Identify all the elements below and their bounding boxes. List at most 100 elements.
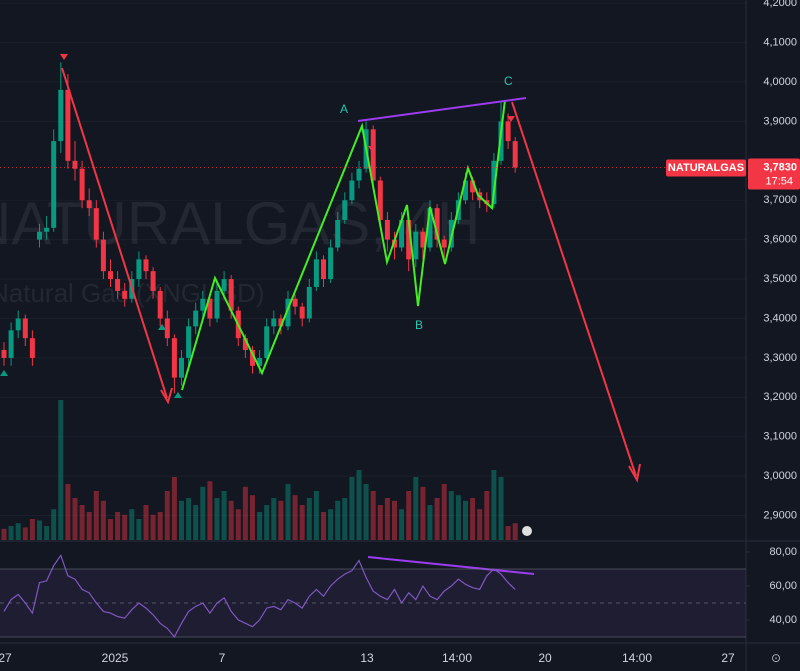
candle-body	[328, 247, 334, 280]
grid	[0, 2, 746, 517]
volume-bar	[157, 512, 163, 540]
volume-bar	[228, 500, 234, 540]
candle-body	[37, 231, 42, 240]
countdown-label: 17:54	[765, 175, 793, 187]
candle-body	[22, 318, 28, 339]
y-tick-label: 3,6000	[763, 234, 797, 246]
rsi-tick-label: 80,00	[769, 546, 797, 558]
trend-arrow	[61, 67, 168, 399]
x-tick-label: 14:00	[622, 651, 652, 665]
symbol-label-box	[666, 159, 746, 177]
candle-body	[186, 326, 192, 358]
candle-body	[150, 271, 156, 291]
volume-bar	[349, 477, 355, 540]
arrow-head	[628, 463, 641, 483]
volume-bar	[186, 498, 192, 540]
volume-bar	[122, 514, 128, 540]
volume-bar	[484, 491, 490, 540]
y-tick-label: 3,1000	[763, 431, 797, 443]
divergence-line	[357, 97, 527, 122]
volume-bar	[278, 500, 284, 540]
volume-bar	[257, 512, 263, 540]
volume-bar	[115, 512, 121, 540]
candle-body	[29, 338, 35, 358]
rsi-divergence-line	[367, 556, 535, 575]
volume-bar	[235, 509, 241, 540]
drawings	[0, 54, 641, 575]
volume-bar	[1, 528, 7, 540]
volume-bar	[51, 509, 57, 540]
candle-body	[470, 180, 476, 193]
volume-bar	[463, 500, 468, 540]
volume-bar	[129, 509, 135, 540]
candle-body	[505, 121, 511, 142]
volume-bar	[285, 484, 291, 540]
candle-body	[434, 208, 440, 240]
candle-body	[299, 306, 305, 319]
signal-marker	[0, 370, 8, 376]
candle-body	[242, 338, 248, 351]
volume-bar	[455, 495, 461, 540]
volume-bar	[58, 400, 64, 540]
volume-bar	[271, 498, 277, 540]
volume-bar	[441, 484, 447, 540]
volume-bar	[207, 481, 213, 540]
wave-line	[181, 99, 506, 391]
event-icon[interactable]	[522, 526, 532, 536]
candle-body	[8, 330, 14, 358]
candle-body	[278, 318, 284, 327]
candle-body	[335, 219, 341, 248]
candle-body	[250, 350, 255, 366]
rsi-layer	[0, 554, 746, 638]
x-tick-label: 20	[538, 651, 552, 665]
candle-body	[214, 290, 220, 319]
candle-body	[115, 279, 121, 291]
y-tick-label: 2,9000	[763, 509, 797, 521]
volume-bar	[242, 486, 248, 540]
signal-marker	[368, 146, 376, 152]
candle-body	[406, 219, 412, 260]
volume-bar	[406, 491, 412, 540]
volume-bar	[108, 519, 113, 540]
rsi-line	[3, 554, 516, 638]
y-tick-label: 3,9000	[763, 115, 797, 127]
x-tick-label: 14:00	[442, 651, 472, 665]
volume-bar	[321, 512, 326, 540]
volume-bar	[15, 523, 21, 540]
rsi-band	[0, 568, 746, 637]
volume-bar	[22, 527, 28, 540]
x-tick-label: 2025	[102, 651, 129, 665]
volume-bar	[384, 498, 390, 540]
candle-body	[86, 200, 92, 209]
y-tick-label: 3,7000	[763, 194, 797, 206]
candle-body	[143, 259, 149, 272]
candle-body	[136, 259, 142, 280]
candle-body	[200, 298, 206, 311]
candle-body	[285, 298, 291, 327]
settings-icon[interactable]: ⊙	[771, 651, 781, 665]
volume-bar	[264, 505, 270, 540]
wave-label: C	[504, 74, 513, 88]
volume-bar	[498, 477, 504, 540]
rsi-tick-label: 60,00	[769, 580, 797, 592]
candle-body	[228, 279, 234, 311]
volume-bar	[313, 491, 319, 540]
candle-body	[44, 227, 50, 232]
candle-body	[100, 239, 106, 272]
y-tick-label: 3,2000	[763, 391, 797, 403]
signal-marker	[60, 54, 68, 60]
x-tick-label: 27	[721, 651, 735, 665]
volume-bar	[470, 498, 476, 540]
volume-bar	[200, 486, 206, 540]
candle-body	[58, 89, 64, 142]
y-tick-label: 3,3000	[763, 352, 797, 364]
volume-bar	[392, 500, 397, 540]
y-tick-label: 3,5000	[763, 273, 797, 285]
volume-bar	[342, 498, 348, 540]
y-tick-label: 3,4000	[763, 312, 797, 324]
volume-layer	[1, 400, 518, 540]
volume-bar	[427, 505, 433, 540]
